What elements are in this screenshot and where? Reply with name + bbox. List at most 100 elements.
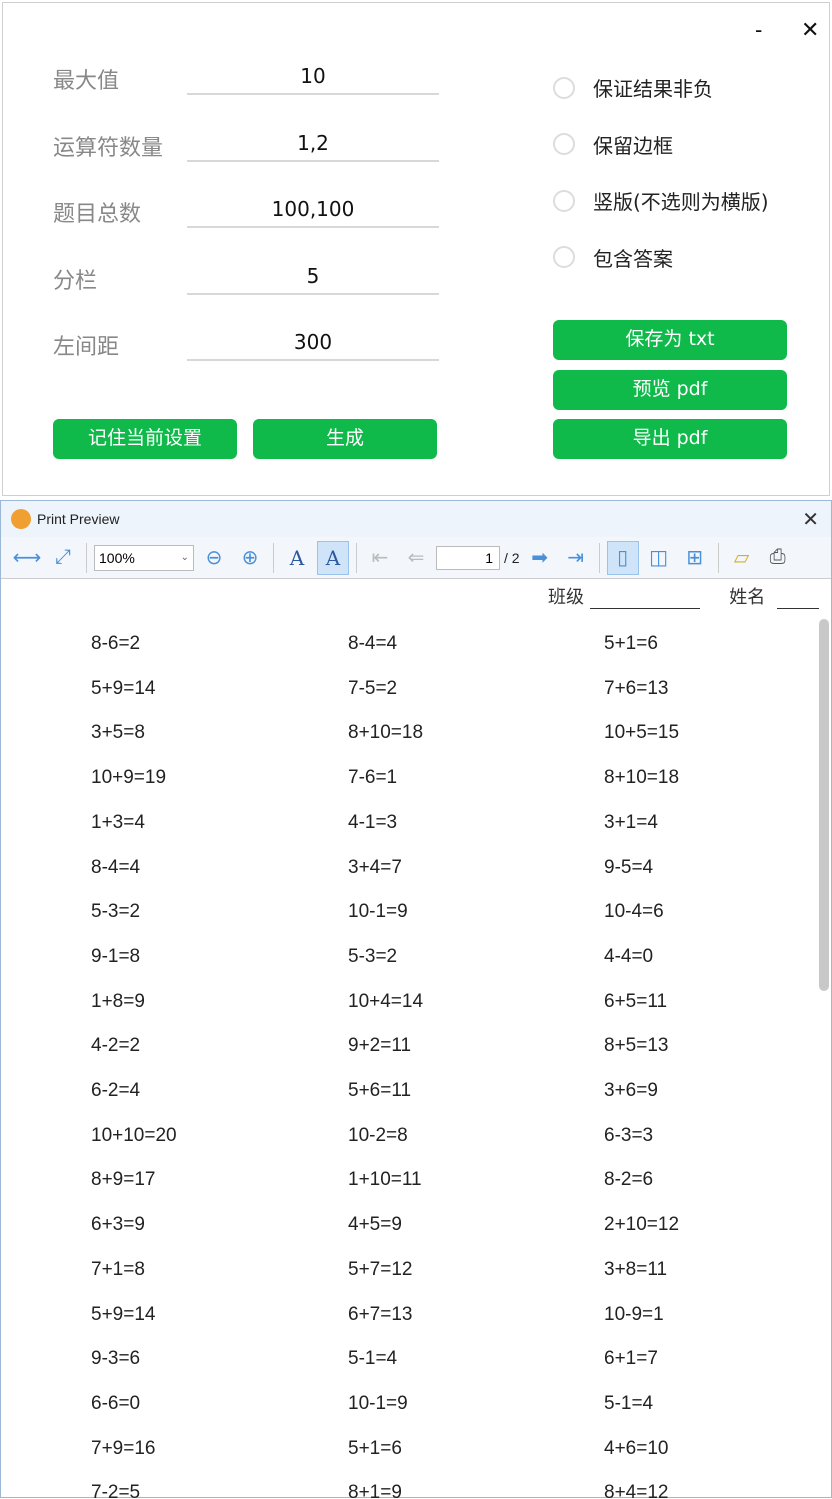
problem-item: 6+7=13 (348, 1303, 413, 1325)
problem-item: 5+9=14 (91, 1303, 156, 1325)
name-blank (776, 591, 819, 609)
field-label: 最大值 (53, 69, 120, 94)
preview-page: 班级 姓名 8-6=2 8-4=4 5+1=6 5+9=14 7-5=2 7+6=13 3+… (1, 581, 819, 1499)
toolbar: ⟷ ⤢ 100% ⌄ ⊖ ⊕ A A ⇤ ⇐ / 2 ➡ ⇥ ▯ ◫ ⊞ ▱ ⎙ (1, 537, 831, 579)
problem-item: 10-2=8 (348, 1124, 408, 1146)
print-icon[interactable]: ⎙ (769, 546, 786, 568)
zoom-select[interactable]: 100% ⌄ (94, 544, 194, 571)
name-label: 姓名 (729, 587, 766, 608)
option-label: 竖版(不选则为横版) (593, 190, 769, 214)
problem-item: 8-4=4 (348, 633, 398, 654)
problem-item: 10+9=19 (91, 767, 167, 789)
field-input[interactable]: 300 (187, 325, 439, 361)
field-label: 运算符数量 (53, 135, 164, 161)
four-pages-icon[interactable]: ⊞ (686, 547, 703, 569)
problem-item: 10-4=6 (604, 901, 664, 923)
page-setup-icon[interactable]: ▱ (733, 547, 750, 569)
zoom-out-icon[interactable]: ⊖ (205, 547, 223, 569)
last-page-icon[interactable]: ⇥ (567, 547, 584, 569)
field-label: 左间距 (53, 335, 120, 360)
problem-item: 6-3=3 (604, 1124, 654, 1146)
landscape-icon[interactable]: A (317, 540, 349, 575)
problem-item: 3+1=4 (604, 811, 658, 833)
generate-button[interactable]: 生成 (253, 419, 437, 459)
problem-item: 5+7=12 (348, 1258, 413, 1280)
problem-item: 10+10=20 (91, 1124, 177, 1146)
divider (356, 542, 357, 573)
problem-item: 5-3=2 (348, 945, 398, 967)
title-bar: Print Preview (1, 501, 831, 537)
problem-item: 9-1=8 (91, 945, 141, 967)
option-label: 保留边框 (593, 133, 673, 158)
field-label: 题目总数 (53, 202, 142, 227)
problem-item: 1+8=9 (91, 990, 145, 1012)
export-pdf-button[interactable]: 导出 pdf (553, 419, 787, 459)
two-pages-icon[interactable]: ◫ (649, 547, 669, 569)
problem-item: 5-3=2 (91, 901, 141, 923)
problem-item: 6-2=4 (91, 1080, 141, 1101)
problem-item: 1+10=11 (348, 1169, 422, 1191)
field-label: 分栏 (53, 268, 98, 294)
option-radio[interactable]: 保留边框 (553, 130, 673, 159)
problem-item: 3+6=9 (604, 1080, 658, 1101)
problem-item: 6+3=9 (91, 1214, 145, 1236)
preview-close-button[interactable]: ✕ (802, 509, 819, 531)
problem-item: 10-1=9 (348, 1392, 408, 1414)
problem-item: 3+4=7 (348, 856, 402, 878)
problem-item: 8+10=18 (348, 722, 424, 744)
preview-pdf-button[interactable]: 预览 pdf (553, 370, 787, 410)
zoom-value: 100% (99, 549, 135, 566)
option-radio[interactable]: 包含答案 (553, 243, 673, 272)
problem-item: 7+9=16 (91, 1437, 156, 1459)
previous-page-icon[interactable]: ⇐ (407, 547, 425, 569)
minimize-button[interactable]: - (755, 17, 763, 42)
problem-item: 6+5=11 (604, 990, 668, 1012)
problem-item: 8-4=4 (91, 856, 141, 878)
vertical-scrollbar[interactable] (819, 619, 829, 991)
single-page-icon[interactable]: ▯ (606, 540, 639, 575)
page-number-input[interactable] (436, 545, 500, 570)
save-txt-button[interactable]: 保存为 txt (553, 320, 787, 360)
zoom-in-icon[interactable]: ⊕ (241, 547, 259, 569)
problem-item: 6+1=7 (604, 1348, 658, 1370)
fit-width-icon[interactable]: ⟷ (12, 547, 42, 569)
problem-item: 5+9=14 (91, 677, 156, 699)
divider (598, 542, 600, 573)
problem-item: 7-5=2 (348, 677, 398, 699)
problem-item: 5+1=6 (604, 633, 658, 654)
radio-circle-icon (553, 133, 575, 155)
problem-item: 8+5=13 (604, 1035, 669, 1057)
divider (717, 542, 719, 573)
option-label: 包含答案 (593, 246, 673, 271)
problem-item: 3+8=11 (604, 1258, 668, 1280)
problem-item: 2+10=12 (604, 1214, 680, 1236)
problem-item: 4+6=10 (604, 1437, 669, 1459)
fit-page-icon[interactable]: ⤢ (55, 546, 71, 568)
problem-item: 5-1=4 (604, 1392, 654, 1414)
option-radio[interactable]: 保证结果非负 (553, 73, 713, 102)
problem-item: 7-6=1 (348, 767, 398, 789)
problem-item: 7+1=8 (91, 1258, 145, 1280)
problem-item: 10-9=1 (604, 1303, 664, 1325)
close-button[interactable]: ✕ (801, 17, 820, 42)
radio-circle-icon (553, 246, 575, 268)
field-input[interactable]: 5 (187, 259, 439, 295)
option-radio[interactable]: 竖版(不选则为横版) (553, 186, 769, 215)
portrait-icon[interactable]: A (289, 545, 305, 570)
chevron-down-icon: ⌄ (180, 552, 189, 563)
problem-item: 10+4=14 (348, 990, 424, 1012)
first-page-icon[interactable]: ⇤ (371, 547, 389, 569)
problem-item: 9+2=11 (348, 1035, 412, 1057)
option-label: 保证结果非负 (593, 77, 713, 101)
field-input[interactable]: 100,100 (187, 192, 439, 228)
field-input[interactable]: 10 (187, 59, 439, 95)
window-title: Print Preview (37, 511, 120, 527)
problem-item: 7+6=13 (604, 677, 669, 699)
remember-settings-button[interactable]: 记住当前设置 (53, 419, 237, 459)
problem-item: 4-1=3 (348, 811, 398, 833)
next-page-icon[interactable]: ➡ (531, 547, 548, 569)
divider (273, 542, 274, 573)
field-input[interactable]: 1,2 (187, 126, 439, 162)
problem-item: 4-4=0 (604, 945, 654, 967)
print-preview-window: Print Preview ✕ ⟷ ⤢ 100% ⌄ ⊖ ⊕ A A ⇤ ⇐ / … (0, 500, 832, 1499)
